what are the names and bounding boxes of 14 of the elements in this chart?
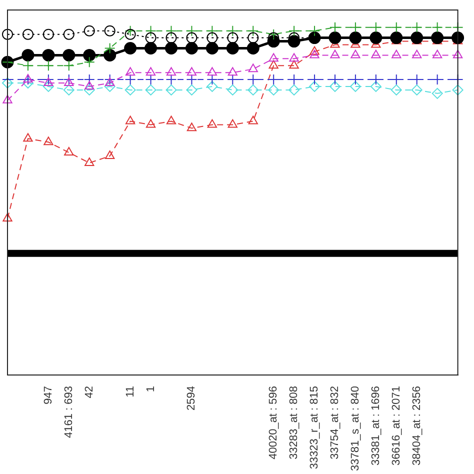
- x-tick-label: 33323_r_at : 815: [308, 386, 321, 470]
- x-tick-label: 33754_at : 832: [329, 386, 342, 460]
- x-tick-label: 40020_at : 596: [268, 386, 280, 460]
- x-tick-label: 42: [83, 386, 96, 398]
- x-tick-label: 11: [124, 386, 136, 398]
- x-tick-label: 2594: [186, 386, 198, 410]
- x-tick-label: 33781_s_at : 840: [349, 386, 362, 472]
- x-tick-label: 1: [144, 386, 157, 392]
- x-tick-label: 947: [42, 386, 54, 404]
- x-tick-label: 4161 : 693: [62, 386, 75, 438]
- x-tick-label: 38404_at : 2356: [410, 386, 423, 466]
- x-tick-label: 33381_at : 1696: [370, 386, 382, 466]
- x-tick-label: 36616_at : 2071: [390, 386, 402, 466]
- x-tick-label: 33283_at : 808: [288, 386, 300, 460]
